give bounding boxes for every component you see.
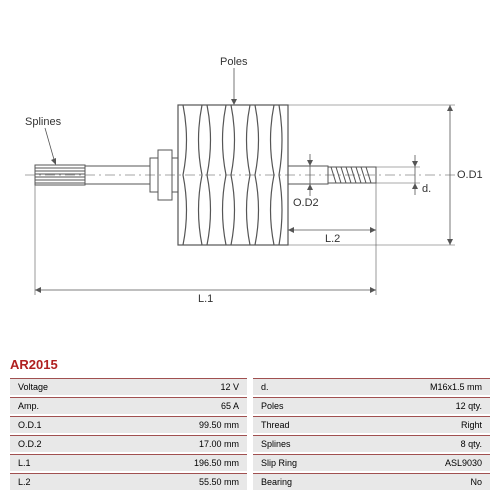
spec-table: Voltage12 V Amp.65 A O.D.199.50 mm O.D.2… xyxy=(0,374,500,502)
table-row: ThreadRight xyxy=(253,416,490,433)
table-row: L.1196.50 mm xyxy=(10,454,247,471)
spec-label: O.D.1 xyxy=(10,417,129,433)
table-row: Poles12 qty. xyxy=(253,397,490,414)
spec-label: Voltage xyxy=(10,379,129,395)
od2-label: O.D2 xyxy=(293,197,319,209)
spec-value: 12 qty. xyxy=(372,398,491,414)
spec-label: Amp. xyxy=(10,398,129,414)
table-row: Amp.65 A xyxy=(10,397,247,414)
spec-label: L.2 xyxy=(10,474,129,490)
spec-label: Poles xyxy=(253,398,372,414)
spec-label: L.1 xyxy=(10,455,129,471)
spec-value: 196.50 mm xyxy=(129,455,248,471)
spec-value: ASL9030 xyxy=(372,455,491,471)
spec-label: Thread xyxy=(253,417,372,433)
table-row: Voltage12 V xyxy=(10,378,247,395)
spec-value: 65 A xyxy=(129,398,248,414)
table-row: Slip RingASL9030 xyxy=(253,454,490,471)
spec-col-right: d.M16x1.5 mm Poles12 qty. ThreadRight Sp… xyxy=(253,378,490,492)
spec-label: Slip Ring xyxy=(253,455,372,471)
od1-label: O.D1 xyxy=(457,169,483,181)
spec-label: Bearing xyxy=(253,474,372,490)
table-row: O.D.217.00 mm xyxy=(10,435,247,452)
splines-label: Splines xyxy=(25,116,62,128)
spec-value: 8 qty. xyxy=(372,436,491,452)
spec-label: Splines xyxy=(253,436,372,452)
spec-label: O.D.2 xyxy=(10,436,129,452)
spec-value: M16x1.5 mm xyxy=(372,379,491,395)
spec-value: 12 V xyxy=(129,379,248,395)
spec-value: No xyxy=(372,474,491,490)
technical-diagram: Poles Splines O.D1 d. O.D xyxy=(0,0,500,355)
spec-value: 99.50 mm xyxy=(129,417,248,433)
spec-value: Right xyxy=(372,417,491,433)
spec-col-left: Voltage12 V Amp.65 A O.D.199.50 mm O.D.2… xyxy=(10,378,247,492)
l2-label: L.2 xyxy=(325,233,340,245)
d-label: d. xyxy=(422,183,431,195)
spec-value: 55.50 mm xyxy=(129,474,248,490)
table-row: BearingNo xyxy=(253,473,490,490)
table-row: O.D.199.50 mm xyxy=(10,416,247,433)
spec-label: d. xyxy=(253,379,372,395)
part-number: AR2015 xyxy=(0,355,500,374)
table-row: Splines8 qty. xyxy=(253,435,490,452)
table-row: L.255.50 mm xyxy=(10,473,247,490)
spec-value: 17.00 mm xyxy=(129,436,248,452)
l1-label: L.1 xyxy=(198,293,213,305)
table-row: d.M16x1.5 mm xyxy=(253,378,490,395)
poles-label: Poles xyxy=(220,56,248,68)
